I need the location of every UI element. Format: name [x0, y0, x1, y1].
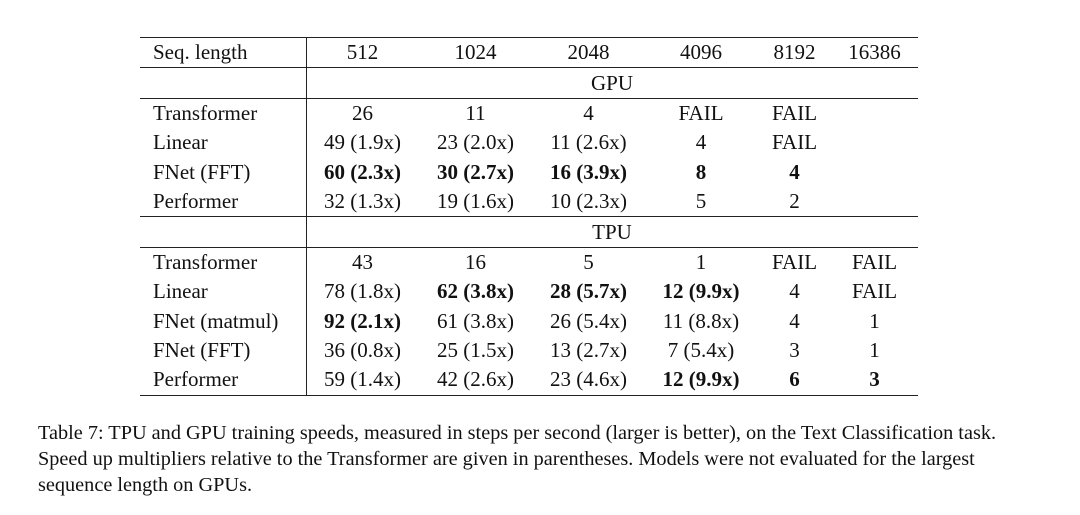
speed-cell: 28 (5.7x) [550, 279, 627, 304]
speed-cell: 59 (1.4x) [306, 365, 419, 396]
speed-cell: 4 [789, 308, 800, 333]
speed-cell: 62 (3.8x) [437, 279, 514, 304]
speed-cell: 2 [789, 189, 800, 214]
speed-cell: 12 (9.9x) [644, 365, 758, 396]
speed-cell: 3 [789, 338, 800, 363]
model-name-cell: Linear [140, 277, 307, 307]
section-label: GPU [306, 67, 918, 99]
speed-cell: 36 (0.8x) [324, 338, 401, 363]
speed-cell: 11 (8.8x) [662, 308, 740, 333]
table-row: Transformer 43 16 5 1 FAIL FAIL [140, 246, 918, 278]
speed-cell: 5 [695, 189, 707, 214]
speed-cell: 61 (3.8x) [437, 308, 514, 333]
speed-cell: 4 [695, 130, 707, 155]
speed-cell: 6 [757, 365, 832, 396]
speed-cell: FAIL [644, 97, 758, 129]
speed-cell: 43 [306, 246, 419, 278]
speed-cell: 4 [789, 159, 800, 184]
speed-cell: 1 [869, 338, 880, 363]
speed-cell: 1 [869, 308, 880, 333]
speed-cell: 4 [789, 279, 800, 304]
table-body: GPU Transformer 26 11 4 FAIL FAIL Linear 49 (1.9… [140, 67, 918, 396]
table-row: Performer 59 (1.4x) 42 (2.6x) 23 (4.6x) 12 (… [140, 365, 918, 396]
model-name-cell: Performer [140, 186, 307, 217]
speed-cell: 49 (1.9x) [324, 130, 401, 155]
results-table: Seq. length 512 1024 2048 4096 8192 1638… [140, 36, 918, 396]
speed-cell: FAIL [831, 246, 918, 278]
model-name-cell: FNet (FFT) [140, 157, 307, 187]
section-label: TPU [306, 216, 918, 248]
model-name-cell: Transformer [140, 97, 307, 129]
header-cell-2048: 2048 [532, 36, 645, 68]
speed-cell: 3 [831, 365, 918, 396]
speed-cell: 1 [644, 246, 758, 278]
speed-cell: 13 (2.7x) [550, 338, 627, 363]
header-cell-4096: 4096 [644, 36, 758, 68]
speed-cell [832, 158, 918, 187]
table-row: Performer 32 (1.3x) 19 (1.6x) 10 (2.3x) 5 2 [140, 186, 918, 217]
speed-cell: 32 (1.3x) [324, 189, 401, 214]
speed-cell: 16 (3.9x) [550, 159, 627, 184]
table-header-row: Seq. length 512 1024 2048 4096 8192 1638… [140, 36, 918, 68]
speed-cell: 78 (1.8x) [324, 279, 401, 304]
section-row-tpu: TPU [140, 216, 918, 248]
speed-cell: 26 [306, 97, 419, 129]
speed-cell: FAIL [757, 97, 832, 129]
speed-cell: 30 (2.7x) [437, 159, 514, 184]
speed-cell: FAIL [757, 246, 832, 278]
speed-cell: 26 (5.4x) [550, 308, 627, 333]
speed-cell: 10 (2.3x) [550, 189, 627, 214]
speed-cell: 60 (2.3x) [324, 159, 401, 184]
table-row: FNet (matmul) 92 (2.1x) 61 (3.8x) 26 (5.4x)… [140, 306, 918, 336]
speed-cell: 11 [418, 97, 533, 129]
speed-cell: 23 (4.6x) [532, 365, 645, 396]
model-name-cell: FNet (FFT) [140, 335, 307, 366]
speed-cell [832, 128, 918, 157]
table-caption: Table 7: TPU and GPU training speeds, me… [38, 422, 997, 496]
speed-cell: FAIL [851, 279, 898, 304]
speed-cell: 4 [532, 97, 645, 129]
speed-cell: 12 (9.9x) [662, 279, 740, 304]
header-cell-label: Seq. length [140, 36, 307, 68]
header-cell-8192: 8192 [757, 36, 832, 68]
table-row: Transformer 26 11 4 FAIL FAIL [140, 97, 918, 129]
speed-cell: FAIL [771, 130, 818, 155]
speed-cell [831, 97, 918, 129]
speed-cell: 25 (1.5x) [437, 338, 514, 363]
model-name-cell: Linear [140, 128, 307, 158]
table-row: Linear 49 (1.9x) 23 (2.0x) 11 (2.6x) 4 FAIL [140, 128, 918, 158]
header-cell-16386: 16386 [831, 36, 918, 68]
section-row-blank-cell [140, 67, 307, 99]
table-row: FNet (FFT) 60 (2.3x) 30 (2.7x) 16 (3.9x) 8 4 [140, 157, 918, 187]
speed-cell: 23 (2.0x) [437, 130, 514, 155]
table-row: Linear 78 (1.8x) 62 (3.8x) 28 (5.7x) 12 (9.9… [140, 277, 918, 307]
section-row-gpu: GPU [140, 67, 918, 99]
speed-cell: 16 [418, 246, 533, 278]
model-name-cell: Transformer [140, 246, 307, 278]
speed-cell: 42 (2.6x) [418, 365, 533, 396]
speed-cell [832, 187, 918, 217]
speed-cell: 19 (1.6x) [437, 189, 514, 214]
header-cell-1024: 1024 [418, 36, 533, 68]
speed-cell: 5 [532, 246, 645, 278]
speed-cell: 92 (2.1x) [324, 308, 401, 333]
section-row-blank-cell [140, 216, 307, 248]
model-name-cell: Performer [140, 365, 307, 396]
speed-cell: 7 (5.4x) [667, 338, 735, 363]
header-cell-512: 512 [306, 36, 419, 68]
model-name-cell: FNet (matmul) [140, 306, 307, 336]
table-row: FNet (FFT) 36 (0.8x) 25 (1.5x) 13 (2.7x) 7 (… [140, 335, 918, 366]
speed-cell: 11 (2.6x) [550, 130, 627, 155]
speed-cell: 8 [695, 159, 707, 184]
